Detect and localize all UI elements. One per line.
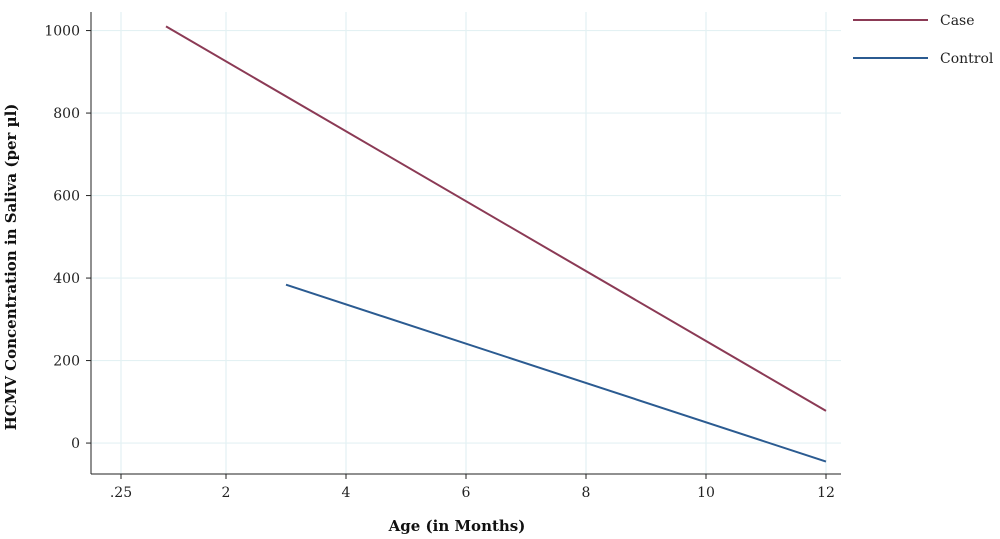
x-tick-label: 10 (697, 485, 715, 501)
x-tick-label: 2 (222, 485, 231, 501)
y-tick-label: 600 (53, 189, 80, 205)
legend: Case Control (853, 13, 994, 67)
series-lines (165, 25, 827, 463)
x-tick-label: 4 (342, 485, 351, 501)
y-tick-label: 400 (53, 271, 80, 287)
x-tick-label: 6 (462, 485, 471, 501)
y-tick-label: 0 (71, 436, 80, 452)
legend-label: Control (940, 51, 994, 67)
x-axis-title: Age (in Months) (388, 517, 526, 535)
x-tick-label: 8 (582, 485, 591, 501)
x-tick-label: 12 (817, 485, 835, 501)
legend-item-case: Case (853, 13, 975, 29)
legend-label: Case (940, 13, 975, 29)
series-line-control (285, 283, 827, 463)
y-tick-label: 200 (53, 354, 80, 370)
y-tick-label: 1000 (44, 24, 80, 40)
y-axis-title: HCMV Concentration in Saliva (per µl) (2, 104, 20, 431)
grid (91, 12, 841, 474)
ticks: .25 2 4 6 8 10 12 0 200 400 600 800 1000 (44, 24, 835, 501)
x-tick-label: .25 (110, 485, 132, 501)
legend-item-control: Control (853, 51, 994, 67)
y-tick-label: 800 (53, 106, 80, 122)
series-line-case (165, 25, 827, 412)
